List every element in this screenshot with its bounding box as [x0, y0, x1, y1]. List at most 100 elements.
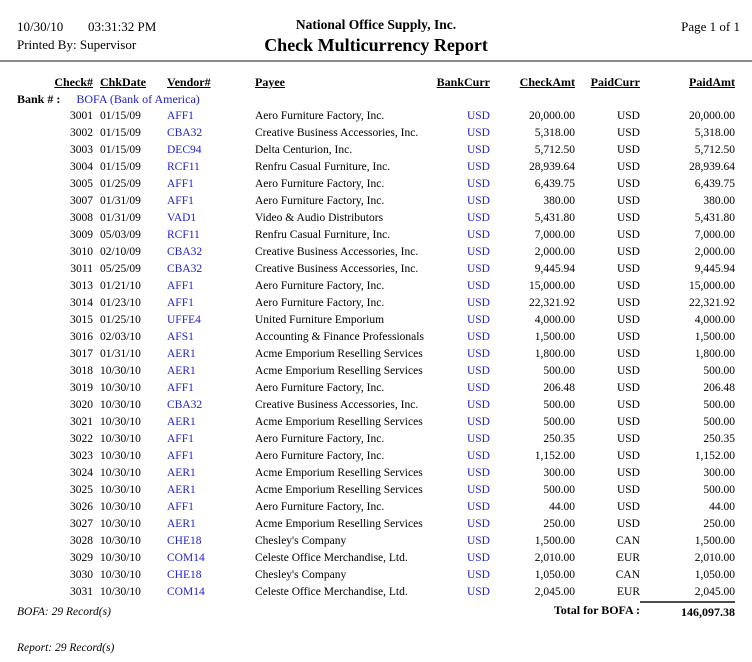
- vendor-link[interactable]: COM14: [167, 586, 205, 598]
- bank-currency[interactable]: USD: [466, 586, 490, 598]
- vendor-link[interactable]: CHE18: [167, 569, 202, 581]
- table-row: 3011 05/25/09 CBA32 Creative Business Ac…: [17, 261, 735, 278]
- payee-name: Accounting & Finance Professionals: [255, 331, 424, 343]
- payee-name: Creative Business Accessories, Inc.: [255, 263, 419, 275]
- vendor-link[interactable]: AER1: [167, 365, 196, 377]
- vendor-link[interactable]: CHE18: [167, 535, 202, 547]
- check-amount: 2,010.00: [534, 552, 575, 564]
- bank-currency[interactable]: USD: [466, 501, 490, 513]
- check-number: 3005: [70, 178, 93, 190]
- bank-currency[interactable]: USD: [466, 348, 490, 360]
- bank-currency[interactable]: USD: [466, 518, 490, 530]
- bank-currency[interactable]: USD: [466, 416, 490, 428]
- bank-currency[interactable]: USD: [466, 229, 490, 241]
- bank-link[interactable]: BOFA (Bank of America): [76, 92, 200, 106]
- vendor-link[interactable]: AER1: [167, 484, 196, 496]
- bank-currency[interactable]: USD: [466, 212, 490, 224]
- table-header-row: Check# ChkDate Vendor# Payee BankCurr Ch…: [17, 74, 735, 91]
- vendor-link[interactable]: CBA32: [167, 263, 203, 275]
- bank-currency[interactable]: USD: [466, 450, 490, 462]
- col-header-bankcurr: BankCurr: [436, 75, 490, 89]
- check-number: 3026: [70, 501, 93, 513]
- bank-currency[interactable]: USD: [466, 365, 490, 377]
- col-header-check: Check#: [54, 75, 93, 89]
- vendor-link[interactable]: AER1: [167, 467, 196, 479]
- bank-currency[interactable]: USD: [466, 246, 490, 258]
- check-amount: 1,500.00: [534, 331, 575, 343]
- bank-currency[interactable]: USD: [466, 280, 490, 292]
- vendor-link[interactable]: AFF1: [167, 433, 194, 445]
- vendor-link[interactable]: UFFE4: [167, 314, 201, 326]
- bank-currency[interactable]: USD: [466, 484, 490, 496]
- check-amount: 4,000.00: [534, 314, 575, 326]
- payee-name: Creative Business Accessories, Inc.: [255, 127, 419, 139]
- paid-currency: USD: [616, 433, 640, 445]
- vendor-link[interactable]: CBA32: [167, 246, 203, 258]
- page-indicator: Page 1 of 1: [681, 19, 740, 34]
- check-date: 01/25/10: [100, 314, 141, 326]
- vendor-link[interactable]: AFF1: [167, 110, 194, 122]
- vendor-link[interactable]: AFF1: [167, 280, 194, 292]
- vendor-link[interactable]: RCF11: [167, 229, 200, 241]
- table-row: 3001 01/15/09 AFF1 Aero Furniture Factor…: [17, 108, 735, 125]
- vendor-link[interactable]: AFF1: [167, 297, 194, 309]
- vendor-link[interactable]: RCF11: [167, 161, 200, 173]
- vendor-link[interactable]: AFF1: [167, 195, 194, 207]
- vendor-link[interactable]: AFF1: [167, 450, 194, 462]
- vendor-link[interactable]: AFS1: [167, 331, 194, 343]
- vendor-link[interactable]: DEC94: [167, 144, 202, 156]
- table-row: 3002 01/15/09 CBA32 Creative Business Ac…: [17, 125, 735, 142]
- bank-currency[interactable]: USD: [466, 161, 490, 173]
- paid-currency: EUR: [617, 586, 640, 598]
- bank-currency[interactable]: USD: [466, 467, 490, 479]
- payee-name: Aero Furniture Factory, Inc.: [255, 450, 385, 462]
- paid-amount: 2,000.00: [694, 246, 735, 258]
- bank-currency[interactable]: USD: [466, 297, 490, 309]
- paid-currency: USD: [616, 297, 640, 309]
- bank-currency[interactable]: USD: [466, 314, 490, 326]
- bank-total-label: Total for BOFA :: [553, 603, 640, 617]
- bank-currency[interactable]: USD: [466, 399, 490, 411]
- paid-amount: 1,500.00: [694, 535, 735, 547]
- bank-currency[interactable]: USD: [466, 110, 490, 122]
- bank-currency[interactable]: USD: [466, 331, 490, 343]
- check-date: 01/15/09: [100, 144, 141, 156]
- check-number: 3009: [70, 229, 93, 241]
- table-row: 3023 10/30/10 AFF1 Aero Furniture Factor…: [17, 448, 735, 465]
- payee-name: Aero Furniture Factory, Inc.: [255, 297, 385, 309]
- check-date: 01/23/10: [100, 297, 141, 309]
- vendor-link[interactable]: AFF1: [167, 178, 194, 190]
- vendor-link[interactable]: AFF1: [167, 382, 194, 394]
- check-number: 3001: [70, 110, 93, 122]
- check-amount: 5,712.50: [534, 144, 575, 156]
- bank-currency[interactable]: USD: [466, 535, 490, 547]
- bank-currency[interactable]: USD: [466, 569, 490, 581]
- bank-record-count: BOFA: 29 Record(s): [17, 606, 111, 618]
- payee-name: Aero Furniture Factory, Inc.: [255, 501, 385, 513]
- bank-currency[interactable]: USD: [466, 127, 490, 139]
- bank-currency[interactable]: USD: [466, 433, 490, 445]
- bank-currency[interactable]: USD: [466, 552, 490, 564]
- check-amount: 44.00: [549, 501, 575, 513]
- bank-currency[interactable]: USD: [466, 195, 490, 207]
- vendor-link[interactable]: CBA32: [167, 127, 203, 139]
- vendor-link[interactable]: AER1: [167, 416, 196, 428]
- vendor-link[interactable]: VAD1: [167, 212, 197, 224]
- payee-name: Chesley's Company: [255, 535, 347, 547]
- vendor-link[interactable]: CBA32: [167, 399, 203, 411]
- check-number: 3028: [70, 535, 93, 547]
- printed-by: Printed By: Supervisor: [17, 37, 137, 52]
- vendor-link[interactable]: AER1: [167, 518, 196, 530]
- check-amount: 22,321.92: [529, 297, 575, 309]
- table-row: 3031 10/30/10 COM14 Celeste Office Merch…: [17, 584, 735, 601]
- vendor-link[interactable]: AER1: [167, 348, 196, 360]
- bank-currency[interactable]: USD: [466, 178, 490, 190]
- table-row: 3020 10/30/10 CBA32 Creative Business Ac…: [17, 397, 735, 414]
- bank-currency[interactable]: USD: [466, 382, 490, 394]
- paid-amount: 206.48: [703, 382, 735, 394]
- bank-currency[interactable]: USD: [466, 263, 490, 275]
- table-row: 3015 01/25/10 UFFE4 United Furniture Emp…: [17, 312, 735, 329]
- bank-currency[interactable]: USD: [466, 144, 490, 156]
- vendor-link[interactable]: COM14: [167, 552, 205, 564]
- vendor-link[interactable]: AFF1: [167, 501, 194, 513]
